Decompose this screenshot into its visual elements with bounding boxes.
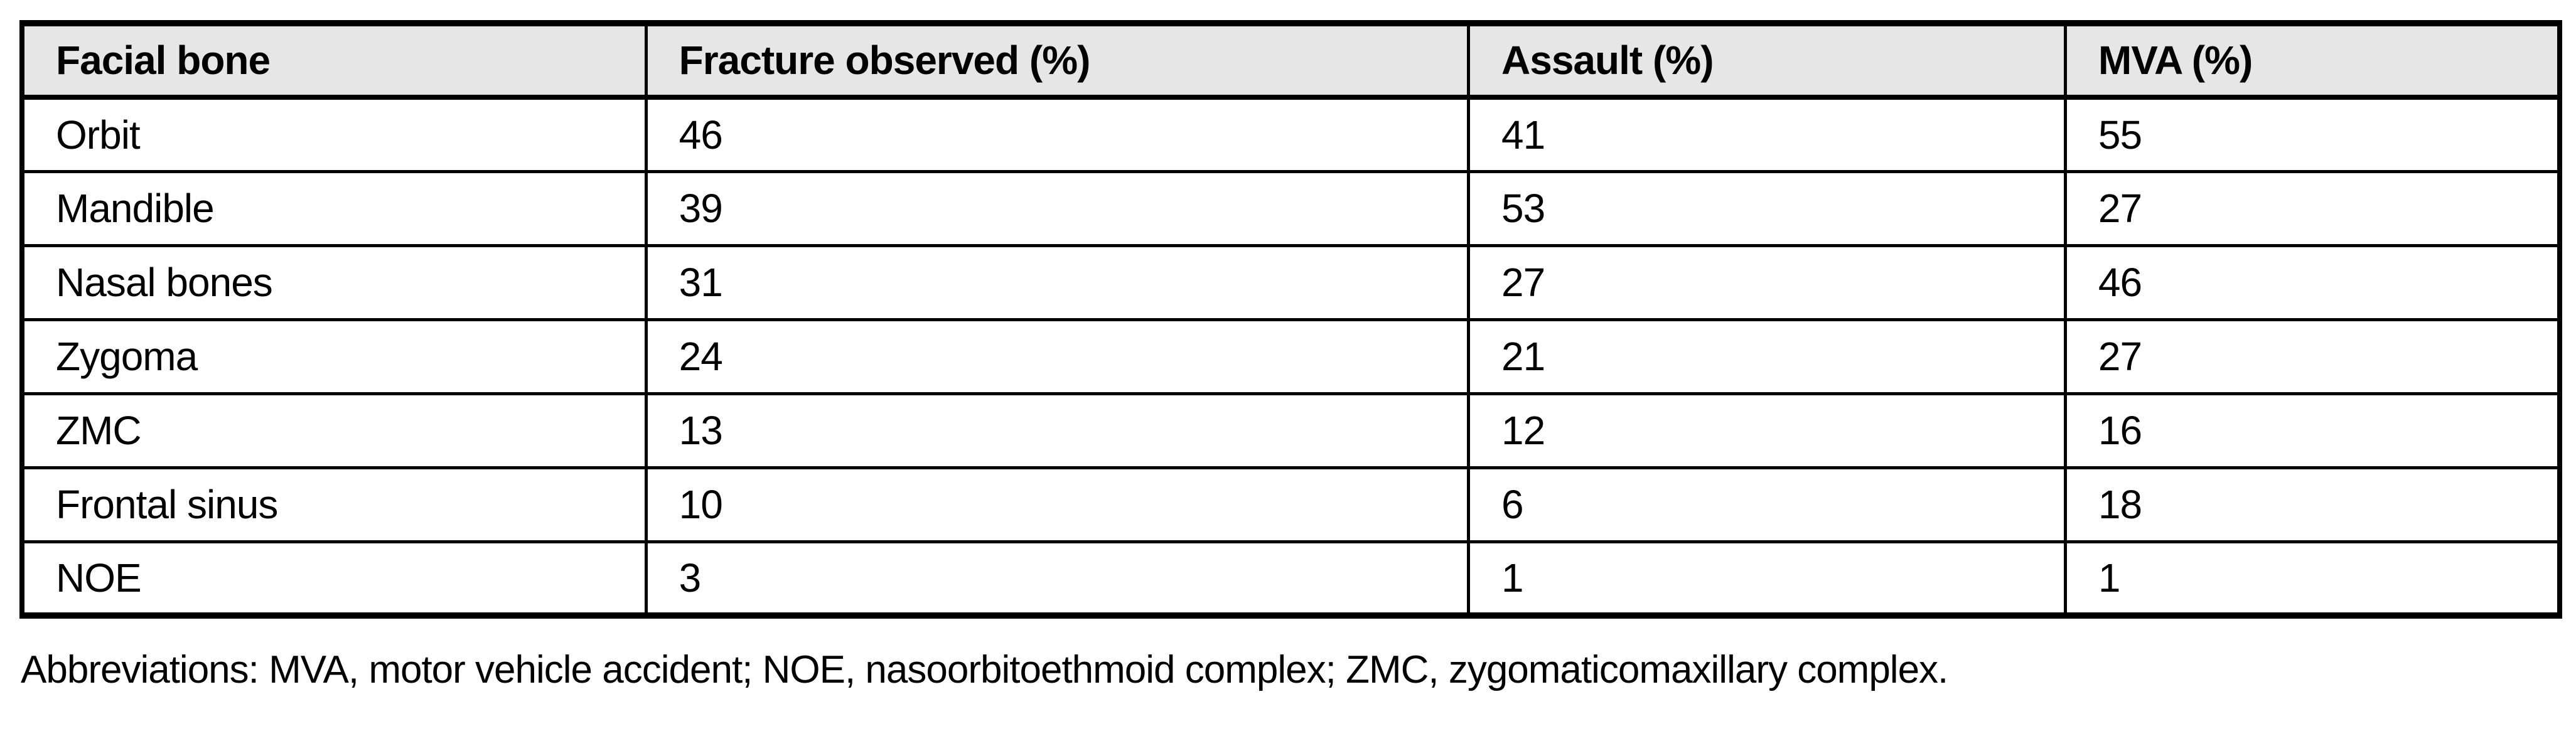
cell-mva: 46	[2063, 243, 2562, 321]
column-header-fracture-observed: Fracture observed (%)	[644, 21, 1471, 100]
cell-mva: 55	[2063, 95, 2562, 173]
table-row: NOE 3 1 1	[20, 540, 2562, 617]
cell-bone: Nasal bones	[20, 243, 648, 321]
table-row: Frontal sinus 10 6 18	[20, 466, 2562, 543]
cell-fracture-observed: 46	[644, 95, 1471, 173]
cell-fracture-observed: 24	[644, 317, 1471, 395]
header-row: Facial bone Fracture observed (%) Assaul…	[20, 21, 2562, 100]
cell-mva: 18	[2063, 466, 2562, 543]
cell-assault: 6	[1467, 466, 2067, 543]
facial-fracture-table: Facial bone Fracture observed (%) Assaul…	[19, 20, 2562, 619]
table-figure: Facial bone Fracture observed (%) Assaul…	[19, 20, 2562, 691]
cell-fracture-observed: 31	[644, 243, 1471, 321]
cell-bone: NOE	[20, 540, 648, 617]
column-header-assault: Assault (%)	[1467, 21, 2067, 100]
cell-mva: 16	[2063, 392, 2562, 469]
cell-bone: Frontal sinus	[20, 466, 648, 543]
cell-fracture-observed: 39	[644, 169, 1471, 247]
table-row: Mandible 39 53 27	[20, 169, 2562, 247]
column-header-facial-bone: Facial bone	[20, 21, 648, 100]
cell-assault: 12	[1467, 392, 2067, 469]
column-header-mva: MVA (%)	[2063, 21, 2562, 100]
cell-assault: 1	[1467, 540, 2067, 617]
cell-assault: 53	[1467, 169, 2067, 247]
table-row: Nasal bones 31 27 46	[20, 243, 2562, 321]
cell-bone: Zygoma	[20, 317, 648, 395]
cell-assault: 21	[1467, 317, 2067, 395]
table-row: Zygoma 24 21 27	[20, 317, 2562, 395]
cell-mva: 27	[2063, 169, 2562, 247]
cell-fracture-observed: 13	[644, 392, 1471, 469]
cell-fracture-observed: 10	[644, 466, 1471, 543]
cell-bone: Orbit	[20, 95, 648, 173]
cell-mva: 27	[2063, 317, 2562, 395]
cell-mva: 1	[2063, 540, 2562, 617]
abbreviations-footnote: Abbreviations: MVA, motor vehicle accide…	[21, 648, 1948, 691]
table-row: Orbit 46 41 55	[20, 95, 2562, 173]
cell-fracture-observed: 3	[644, 540, 1471, 617]
cell-assault: 27	[1467, 243, 2067, 321]
table-row: ZMC 13 12 16	[20, 392, 2562, 469]
cell-bone: Mandible	[20, 169, 648, 247]
cell-assault: 41	[1467, 95, 2067, 173]
cell-bone: ZMC	[20, 392, 648, 469]
